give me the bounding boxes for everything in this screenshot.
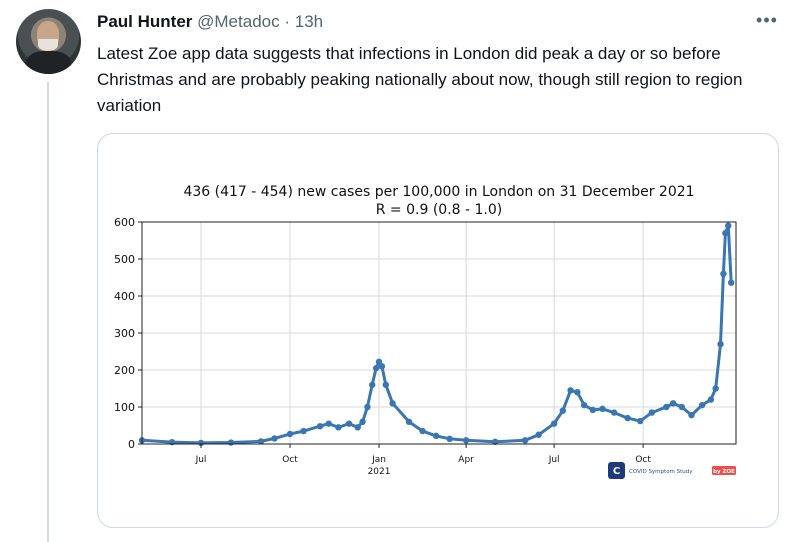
- tweet-text: Latest Zoe app data suggests that infect…: [97, 44, 743, 115]
- data-point: [300, 427, 307, 435]
- data-point: [648, 409, 656, 416]
- data-point: [550, 420, 558, 427]
- y-tick-label: 500: [114, 253, 135, 266]
- data-point: [589, 406, 597, 414]
- y-tick-label: 400: [114, 290, 135, 303]
- data-point: [271, 435, 278, 442]
- data-point: [722, 229, 729, 237]
- y-tick-label: 600: [114, 216, 135, 229]
- y-tick-label: 0: [128, 438, 135, 451]
- x-tick-label: Oct: [635, 455, 651, 465]
- data-point: [567, 387, 574, 394]
- data-point: [521, 437, 529, 444]
- x-tick-label: Jan: [371, 455, 386, 465]
- x-tick-label: Jul: [548, 455, 560, 465]
- data-point: [316, 423, 324, 430]
- x-tick-label: Jul: [195, 455, 207, 465]
- data-point: [580, 401, 588, 409]
- y-tick-label: 100: [114, 401, 135, 414]
- data-point: [335, 424, 342, 431]
- data-point: [369, 381, 376, 388]
- data-point: [688, 411, 695, 419]
- data-point: [354, 424, 361, 431]
- data-point: [382, 381, 389, 388]
- separator-dot: ·: [284, 12, 291, 31]
- logo-text: COVID Symptom Study: [629, 469, 693, 475]
- author-name[interactable]: Paul Hunter: [97, 12, 193, 31]
- tweet-time[interactable]: 13h: [294, 12, 324, 31]
- avatar[interactable]: [16, 9, 81, 74]
- y-tick-label: 200: [114, 364, 135, 377]
- data-point: [325, 420, 332, 427]
- data-point: [432, 432, 440, 440]
- data-point: [378, 363, 386, 370]
- data-point: [227, 439, 235, 446]
- data-point: [698, 401, 706, 409]
- logo-icon: [608, 462, 625, 479]
- chart-title: 436 (417 - 454) new cases per 100,000 in…: [183, 184, 694, 200]
- data-point: [637, 417, 644, 425]
- logo-badge: [712, 466, 736, 475]
- case-chart: 436 (417 - 454) new cases per 100,000 in…: [114, 184, 737, 479]
- data-point: [610, 409, 618, 416]
- data-point: [345, 420, 353, 427]
- data-point: [599, 405, 606, 413]
- data-point: [559, 407, 567, 414]
- data-point: [624, 414, 631, 422]
- data-point: [717, 340, 724, 348]
- chart-subtitle: R = 0.9 (0.8 - 1.0): [376, 202, 502, 218]
- data-point: [663, 403, 670, 411]
- more-options-icon[interactable]: •••: [756, 10, 778, 30]
- x-tick-label: Oct: [282, 455, 298, 465]
- series-line: [141, 224, 733, 445]
- data-point: [707, 396, 715, 403]
- data-point: [720, 270, 727, 277]
- data-point: [574, 389, 581, 396]
- covid-symptom-study-logo: C COVID Symptom Study by ZOE: [608, 462, 736, 479]
- data-point: [364, 403, 371, 411]
- data-point: [419, 427, 426, 435]
- logo-badge-text: by ZOE: [713, 469, 735, 475]
- data-point: [462, 437, 470, 444]
- data-point: [446, 435, 453, 443]
- data-point: [359, 418, 366, 425]
- data-point: [372, 364, 380, 372]
- data-point: [712, 385, 719, 392]
- data-point: [669, 400, 677, 407]
- data-point: [678, 403, 686, 411]
- data-point: [286, 430, 294, 438]
- data-point: [725, 222, 732, 229]
- data-point: [389, 400, 396, 407]
- data-point: [257, 438, 265, 445]
- x-tick-sublabel: 2021: [368, 467, 391, 477]
- thread-line: [47, 82, 49, 542]
- x-tick-label: Apr: [458, 455, 474, 465]
- data-point: [491, 438, 499, 445]
- y-tick-label: 300: [114, 327, 135, 340]
- data-point: [727, 279, 735, 286]
- author-handle[interactable]: @Metadoc: [197, 12, 280, 31]
- data-point: [405, 418, 413, 425]
- data-point: [535, 431, 542, 438]
- svg-text:C: C: [613, 466, 620, 477]
- chart-image[interactable]: 436 (417 - 454) new cases per 100,000 in…: [97, 133, 779, 528]
- tweet-header: Paul Hunter @Metadoc · 13h: [97, 12, 323, 32]
